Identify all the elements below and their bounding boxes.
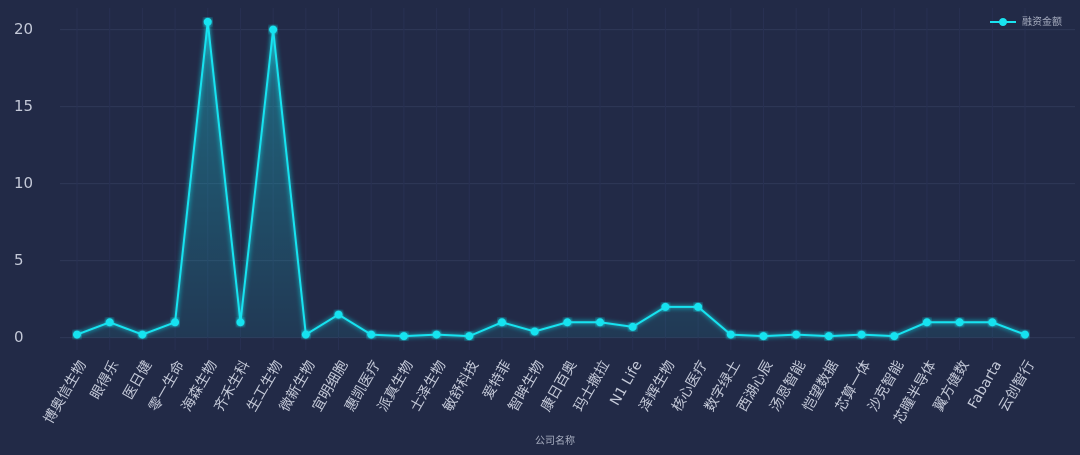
area — [77, 21, 1025, 338]
x-tick-label: 医日健 — [120, 358, 155, 402]
point — [922, 318, 931, 327]
point — [105, 318, 114, 327]
point — [367, 330, 376, 339]
point — [171, 318, 180, 327]
point — [628, 322, 637, 331]
point — [857, 330, 866, 339]
legend-label: 融资金额 — [1022, 15, 1062, 28]
y-tick-label: 20 — [14, 20, 33, 38]
point — [432, 330, 441, 339]
point — [792, 330, 801, 339]
point — [138, 330, 147, 339]
point — [1021, 330, 1029, 339]
y-tick-label: 5 — [14, 251, 24, 269]
y-tick-label: 0 — [14, 328, 24, 346]
x-tick-label: 眼得乐 — [87, 358, 123, 403]
point — [530, 327, 539, 336]
point — [759, 332, 768, 341]
point — [890, 332, 899, 341]
point — [955, 318, 964, 327]
point — [824, 332, 833, 341]
point — [497, 318, 506, 327]
point — [236, 318, 245, 327]
point — [334, 310, 343, 319]
point — [726, 330, 735, 339]
y-tick-label: 10 — [14, 174, 33, 192]
point — [301, 330, 310, 339]
point — [465, 332, 474, 341]
line — [76, 21, 1026, 338]
point — [596, 318, 605, 327]
x-tick-label: 博奥信生物 — [40, 358, 90, 427]
point — [399, 332, 408, 341]
point — [269, 25, 278, 34]
point — [988, 318, 997, 327]
legend-marker — [999, 18, 1007, 26]
x-axis-label: 公司名称 — [535, 434, 575, 447]
point — [203, 17, 212, 26]
point — [563, 318, 572, 327]
point — [694, 302, 703, 311]
point — [73, 330, 81, 339]
point — [661, 302, 670, 311]
y-tick-label: 15 — [14, 97, 33, 115]
x-tick-label: 爱特菲 — [480, 358, 515, 402]
